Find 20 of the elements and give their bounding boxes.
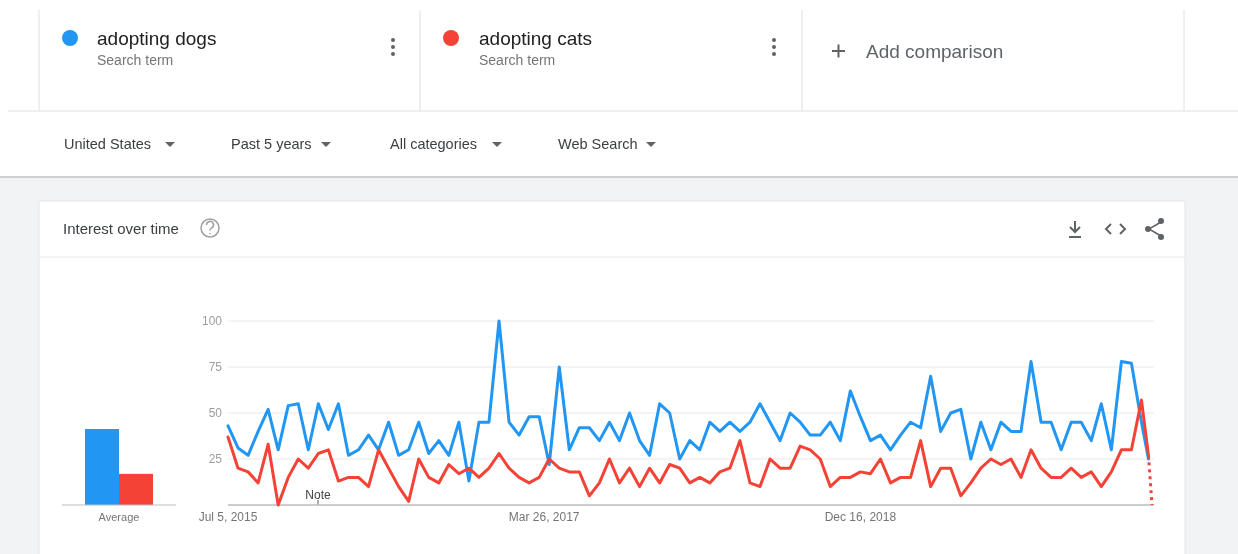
legend-label: adopting cats (479, 28, 593, 49)
text: Search term (97, 52, 174, 68)
y-tick-label: 50 (208, 406, 223, 420)
y-tick-label: 100 (201, 314, 223, 328)
x-axis-title: Average (98, 511, 140, 523)
legend-label: adopting dogs (97, 28, 217, 49)
chart-title: Interest over time (63, 220, 179, 237)
text: Add comparison (866, 41, 1004, 62)
text: Past 5 years (231, 136, 312, 152)
y-tick-label: 75 (208, 360, 223, 374)
y-tick-label: 25 (208, 452, 223, 466)
text: United States (64, 136, 152, 152)
line-series (226, 319, 1150, 483)
x-tick-label: Mar 26, 2017 (508, 510, 580, 524)
x-tick-label: Jul 5, 2015 (198, 510, 258, 524)
annotation: Note (305, 488, 331, 502)
text: All categories (390, 136, 478, 152)
text: Search term (479, 52, 556, 68)
x-tick-label: Dec 16, 2018 (824, 510, 897, 524)
text: Web Search (558, 136, 638, 152)
